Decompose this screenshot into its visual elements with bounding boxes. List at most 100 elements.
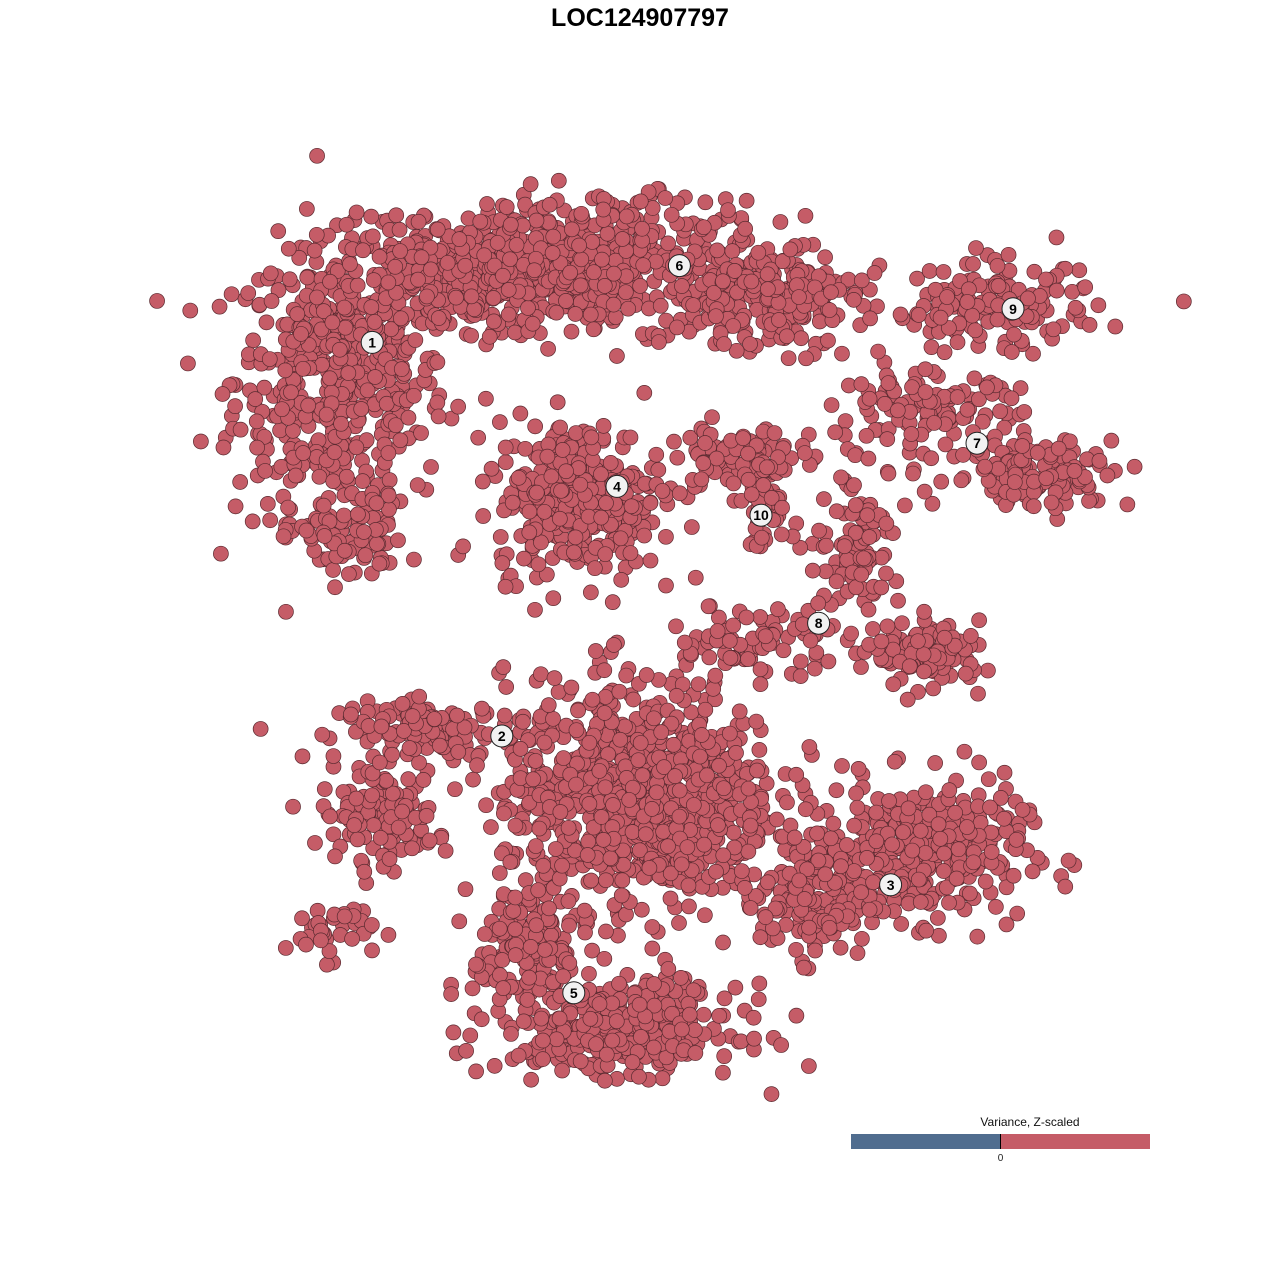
- data-point: [410, 271, 426, 288]
- data-point: [500, 282, 517, 298]
- data-point: [792, 668, 809, 684]
- data-point: [695, 219, 712, 236]
- data-point: [1008, 831, 1025, 848]
- data-point: [367, 369, 383, 385]
- data-point: [404, 708, 421, 724]
- data-point: [674, 278, 690, 294]
- data-point: [333, 415, 349, 432]
- data-point: [380, 445, 397, 461]
- data-point: [227, 498, 244, 515]
- data-point: [252, 721, 269, 737]
- data-point: [457, 881, 474, 898]
- data-point: [476, 926, 493, 942]
- data-point: [685, 982, 702, 999]
- data-point: [507, 817, 524, 834]
- data-point: [404, 840, 420, 857]
- data-point: [318, 406, 335, 423]
- data-point: [257, 463, 273, 479]
- data-point: [828, 573, 845, 590]
- data-point: [451, 913, 468, 930]
- data-point: [283, 384, 299, 401]
- data-point: [319, 956, 335, 973]
- data-point: [522, 176, 539, 192]
- data-point: [669, 449, 686, 466]
- data-point: [534, 1051, 551, 1067]
- data-point: [917, 384, 934, 400]
- data-point: [299, 201, 315, 217]
- data-point: [956, 743, 973, 760]
- data-point: [965, 256, 981, 272]
- data-point: [935, 264, 952, 280]
- data-point: [630, 752, 647, 769]
- data-point: [552, 510, 568, 527]
- data-point: [673, 856, 690, 873]
- data-point: [211, 298, 228, 315]
- data-point: [697, 194, 714, 211]
- data-point: [387, 258, 404, 275]
- data-point: [472, 213, 489, 230]
- data-point: [715, 273, 731, 290]
- data-point: [500, 306, 517, 323]
- data-point: [540, 697, 557, 713]
- data-point: [550, 172, 567, 189]
- data-point: [510, 1047, 527, 1064]
- data-point: [577, 924, 593, 941]
- data-point: [786, 829, 803, 846]
- data-point: [860, 450, 877, 467]
- data-point: [797, 207, 814, 224]
- data-point: [965, 854, 982, 871]
- data-point: [327, 579, 343, 596]
- data-point: [342, 706, 359, 723]
- data-point: [641, 860, 658, 876]
- data-point: [990, 460, 1007, 477]
- data-point: [636, 527, 653, 544]
- data-point: [309, 289, 325, 306]
- data-point: [384, 746, 400, 763]
- data-point: [980, 662, 996, 679]
- data-point: [1081, 493, 1097, 509]
- data-point: [502, 216, 519, 233]
- data-point: [447, 781, 463, 798]
- data-point: [810, 595, 826, 612]
- data-point: [431, 737, 448, 754]
- data-point: [527, 753, 544, 769]
- data-point: [617, 284, 634, 301]
- data-point: [466, 301, 483, 318]
- data-point: [475, 508, 492, 524]
- data-point: [650, 462, 667, 478]
- data-point: [733, 1033, 749, 1050]
- data-point: [594, 251, 610, 268]
- data-point: [855, 550, 872, 567]
- data-point: [792, 653, 809, 670]
- data-point: [568, 776, 584, 793]
- data-point: [554, 857, 570, 874]
- data-point: [977, 873, 994, 890]
- data-point: [273, 458, 290, 475]
- data-point: [910, 307, 927, 323]
- data-point: [532, 666, 549, 683]
- data-point: [326, 444, 343, 460]
- data-point: [791, 289, 807, 305]
- data-point: [311, 468, 328, 485]
- data-point: [853, 376, 870, 393]
- data-point: [448, 289, 464, 306]
- data-point: [1014, 801, 1031, 818]
- data-point: [933, 473, 950, 490]
- data-point: [853, 566, 870, 583]
- data-point: [962, 628, 979, 644]
- data-point: [525, 771, 542, 788]
- data-point: [451, 231, 468, 247]
- data-point: [410, 213, 427, 230]
- data-point: [709, 623, 726, 639]
- data-point: [552, 804, 569, 820]
- data-point: [494, 952, 511, 968]
- data-point: [779, 328, 795, 345]
- data-point: [733, 863, 750, 879]
- data-point: [537, 941, 553, 958]
- data-point: [742, 336, 758, 352]
- data-point: [690, 676, 707, 693]
- data-point: [364, 765, 381, 782]
- data-point: [313, 932, 329, 949]
- data-point: [576, 902, 593, 919]
- data-point: [394, 695, 411, 712]
